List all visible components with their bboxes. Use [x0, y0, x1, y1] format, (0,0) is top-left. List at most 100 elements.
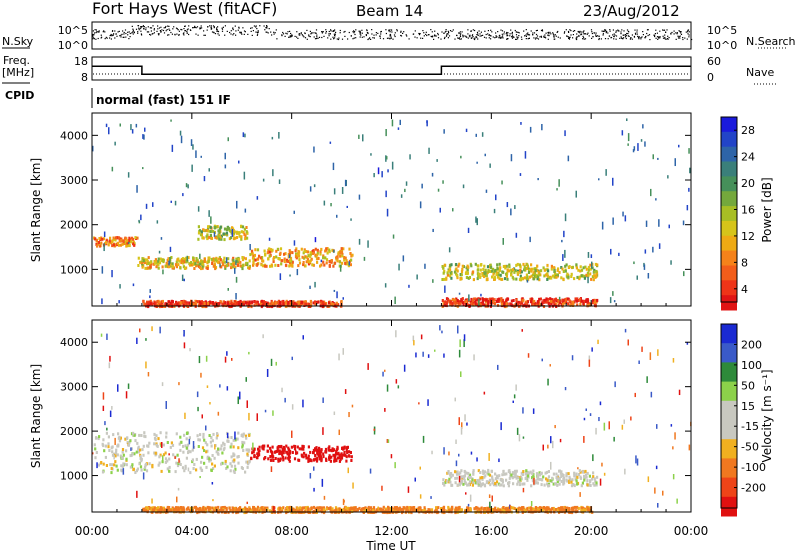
scatter-cell: [101, 298, 103, 305]
data-cell: [151, 302, 154, 306]
data-cell: [560, 506, 563, 510]
noise-point: [662, 29, 664, 31]
data-cell: [556, 268, 559, 272]
noise-point: [264, 29, 266, 31]
data-cell: [593, 274, 596, 278]
data-cell: [146, 260, 149, 263]
data-cell: [399, 508, 402, 512]
data-cell: [109, 463, 112, 467]
data-cell: [409, 509, 412, 512]
data-cell: [295, 303, 298, 307]
data-cell: [420, 509, 423, 513]
data-cell: [596, 263, 599, 267]
data-cell: [166, 459, 169, 463]
data-cell: [271, 445, 274, 449]
noise-point: [517, 31, 519, 33]
data-cell: [145, 506, 148, 510]
data-cell: [493, 277, 496, 281]
data-cell: [539, 477, 542, 481]
data-cell: [550, 302, 553, 306]
data-cell: [560, 276, 563, 280]
noise-point: [511, 36, 513, 38]
data-cell: [330, 455, 333, 459]
data-cell: [469, 508, 472, 512]
data-cell: [191, 448, 194, 452]
data-cell: [161, 460, 164, 464]
data-cell: [579, 302, 582, 306]
noise-point: [131, 32, 133, 34]
data-cell: [582, 470, 585, 474]
data-cell: [193, 505, 196, 509]
data-cell: [217, 447, 220, 451]
noise-point: [641, 36, 643, 38]
noise-right-tick-low: 10^0: [707, 39, 737, 52]
data-cell: [282, 458, 285, 462]
data-cell: [567, 275, 570, 279]
data-cell: [510, 473, 513, 477]
noise-point: [157, 28, 159, 30]
data-cell: [222, 509, 225, 513]
noise-point: [454, 38, 456, 40]
data-cell: [194, 299, 197, 303]
noise-point: [604, 29, 606, 31]
data-cell: [200, 460, 203, 464]
data-cell: [139, 455, 142, 459]
data-cell: [287, 508, 290, 512]
noise-point: [545, 37, 547, 39]
data-cell: [589, 508, 592, 512]
noise-point: [553, 36, 555, 38]
noise-point: [509, 35, 511, 37]
data-cell: [189, 263, 192, 267]
data-cell: [455, 267, 458, 271]
data-cell: [277, 264, 280, 267]
data-cell: [115, 464, 118, 468]
noise-point: [553, 34, 555, 36]
scatter-cell: [142, 167, 144, 170]
noise-point: [313, 32, 315, 34]
data-cell: [580, 508, 583, 512]
scatter-cell: [428, 147, 430, 154]
noise-point: [528, 34, 531, 36]
data-cell: [532, 277, 535, 281]
noise-point: [584, 38, 587, 40]
data-cell: [114, 460, 117, 464]
data-cell: [523, 265, 526, 269]
data-cell: [251, 252, 254, 256]
noise-point: [325, 29, 327, 31]
data-cell: [271, 301, 274, 305]
data-cell: [524, 472, 527, 476]
data-cell: [502, 470, 505, 473]
scatter-cell: [526, 279, 529, 283]
noise-point: [630, 37, 632, 39]
data-cell: [534, 506, 537, 509]
data-cell: [553, 303, 556, 307]
data-cell: [286, 450, 289, 454]
data-cell: [105, 431, 108, 435]
noise-point: [458, 32, 460, 34]
noise-point: [627, 35, 629, 37]
scatter-cell: [385, 190, 387, 198]
noise-point: [239, 32, 241, 34]
data-cell: [561, 298, 564, 302]
data-cell: [443, 263, 446, 267]
scatter-cell: [502, 238, 504, 245]
scatter-cell: [424, 263, 426, 269]
noise-point: [347, 38, 349, 40]
scatter-cell: [135, 123, 138, 128]
data-cell: [161, 265, 164, 269]
data-cell: [592, 278, 595, 282]
data-cell: [314, 247, 317, 251]
noise-point: [95, 29, 97, 31]
data-cell: [210, 257, 213, 261]
colorbar-swatch: [721, 146, 737, 162]
noise-point: [466, 36, 468, 38]
scatter-cell: [431, 172, 434, 177]
noise-point: [595, 34, 597, 36]
scatter-cell: [346, 205, 348, 208]
data-cell: [492, 272, 495, 276]
data-cell: [143, 434, 146, 438]
data-cell: [94, 237, 97, 241]
noise-point: [628, 31, 630, 33]
data-cell: [595, 483, 598, 487]
scatter-cell: [234, 267, 236, 274]
